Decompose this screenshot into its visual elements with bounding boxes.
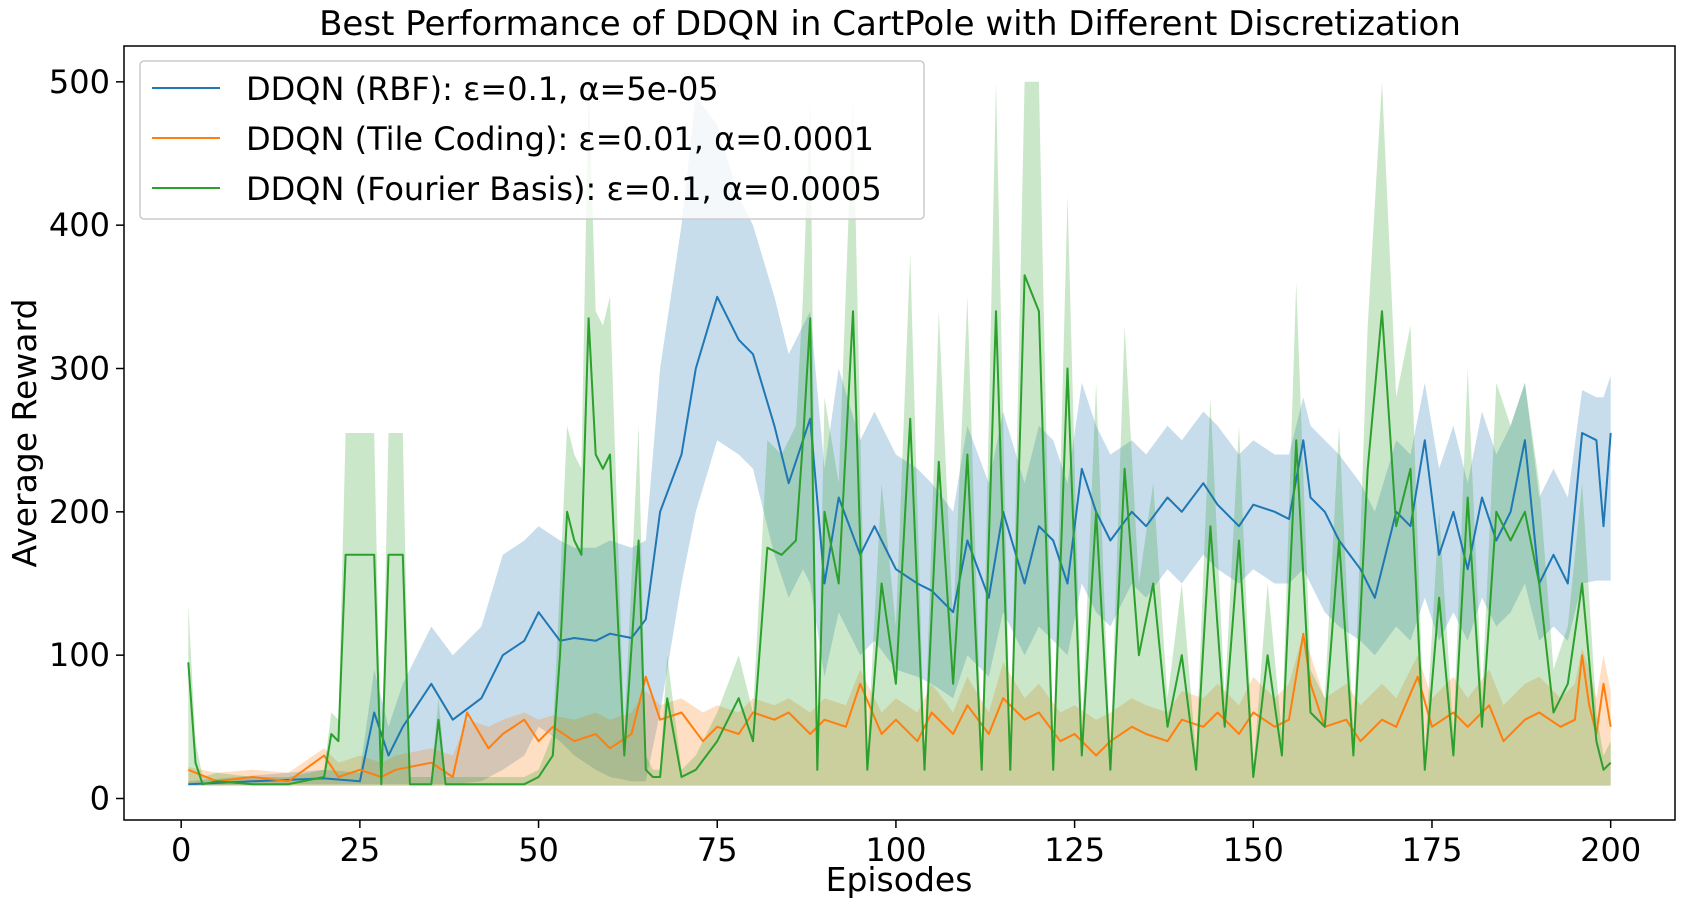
x-tick-label: 0 xyxy=(171,831,191,869)
y-tick-label: 500 xyxy=(49,63,110,101)
x-tick-label: 125 xyxy=(1044,831,1105,869)
chart-title: Best Performance of DDQN in CartPole wit… xyxy=(319,4,1461,44)
confidence-bands xyxy=(188,81,1611,786)
x-tick-label: 200 xyxy=(1580,831,1641,869)
legend: DDQN (RBF): ε=0.1, α=5e-05 DDQN (Tile Cod… xyxy=(139,60,925,220)
x-tick-label: 75 xyxy=(697,831,738,869)
band-ddqn-tile-coding xyxy=(188,633,1611,786)
band-ddqn-rbf xyxy=(188,96,1611,786)
band-ddqn-fourier-basis xyxy=(188,81,1611,786)
x-tick-label: 50 xyxy=(518,831,559,869)
legend-label-ddqn-tile-coding: DDQN (Tile Coding): ε=0.01, α=0.0001 xyxy=(246,120,874,158)
series-lines xyxy=(187,274,1612,786)
line-ddqn-fourier-basis xyxy=(187,274,1612,786)
x-axis-label: Episodes xyxy=(826,860,973,899)
y-tick-label: 400 xyxy=(49,206,110,244)
y-axis-ticks: 0 100 200 300 400 500 xyxy=(49,63,124,818)
y-axis-label: Average Reward xyxy=(5,299,44,568)
y-tick-label: 200 xyxy=(49,493,110,531)
line-ddqn-rbf xyxy=(188,295,1612,786)
y-tick-label: 300 xyxy=(49,350,110,388)
y-tick-label: 100 xyxy=(49,636,110,674)
x-axis-ticks: 0 25 50 75 100 125 150 175 200 xyxy=(171,820,1641,869)
x-tick-label: 175 xyxy=(1401,831,1462,869)
x-tick-label: 25 xyxy=(340,831,381,869)
y-tick-label: 0 xyxy=(90,780,110,818)
plot-frame xyxy=(123,45,1676,821)
x-tick-label: 100 xyxy=(865,831,926,869)
legend-label-ddqn-rbf: DDQN (RBF): ε=0.1, α=5e-05 xyxy=(246,70,719,108)
legend-label-ddqn-fourier-basis: DDQN (Fourier Basis): ε=0.1, α=0.0005 xyxy=(246,170,882,208)
x-tick-label: 150 xyxy=(1223,831,1284,869)
legend-box xyxy=(139,60,925,220)
